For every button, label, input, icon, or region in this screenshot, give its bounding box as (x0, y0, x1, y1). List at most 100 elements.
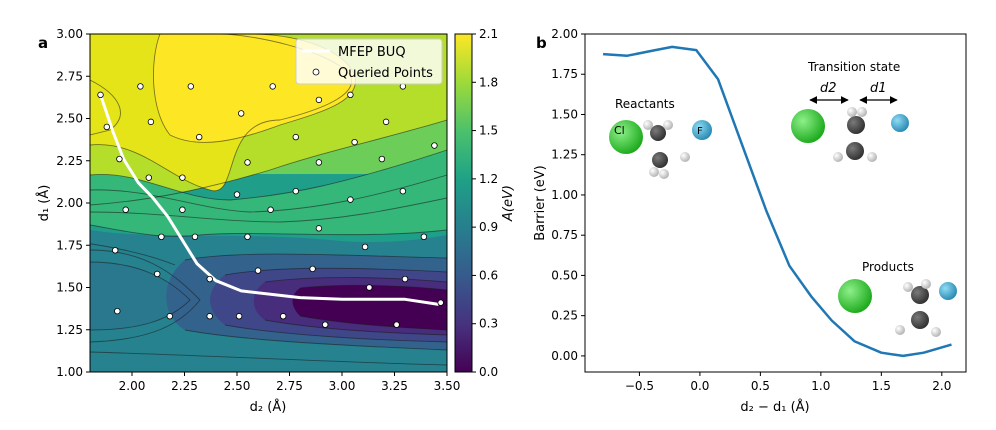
queried-point (166, 313, 173, 320)
queried-point (399, 187, 407, 195)
colorbar-tick-label: 1.5 (479, 124, 498, 138)
queried-point (195, 133, 203, 141)
colorbar-tick-label: 1.8 (479, 75, 498, 89)
x-tick-label-a: 3.50 (434, 379, 461, 393)
legend-a: MFEP BUQ Queried Points (295, 38, 443, 85)
reactants-molecule: Cl F (609, 120, 712, 179)
products-label: Products (862, 260, 914, 274)
queried-point (431, 142, 438, 149)
hydrogen-atom (921, 279, 931, 289)
queried-point (235, 313, 243, 320)
queried-point (233, 191, 241, 198)
y-tick-label-a: 2.25 (56, 154, 83, 168)
d2-label: d2 (820, 81, 837, 96)
colorbar-label: A(eV) (501, 185, 516, 222)
queried-point (322, 321, 329, 328)
x-tick-label-a: 2.75 (276, 379, 303, 393)
hydrogen-atom (895, 325, 905, 335)
y-tick-label-b: 0.50 (551, 268, 578, 282)
x-tick-label-b: 0.5 (751, 379, 770, 393)
hydrogen-atom (857, 107, 867, 117)
queried-point (244, 159, 251, 166)
queried-point (97, 91, 104, 99)
carbon-atom (846, 142, 864, 160)
x-tick-label-b: 1.0 (811, 379, 830, 393)
fluorine-atom (939, 282, 957, 300)
x-tick-label-a: 2.25 (171, 379, 198, 393)
queried-point (420, 233, 428, 240)
y-tick-label-a: 1.25 (56, 323, 83, 337)
fluorine-atom (692, 120, 712, 140)
queried-point (292, 187, 299, 195)
queried-point (315, 96, 323, 104)
queried-point (347, 196, 354, 203)
contour-surface (90, 34, 447, 372)
queried-point (191, 233, 199, 240)
queried-point (114, 307, 121, 315)
x-tick-label-b: 1.5 (872, 379, 891, 393)
reactants-label: Reactants (615, 97, 675, 111)
y-tick-label-b: 1.00 (551, 188, 578, 202)
queried-point (351, 138, 358, 146)
queried-point (153, 270, 161, 278)
queried-point (366, 284, 373, 291)
queried-point (269, 83, 276, 90)
queried-point (206, 313, 213, 320)
axes-a-ticks: 2.00 2.25 2.50 2.75 3.00 3.25 3.50 1.00 1.25 1.50… (56, 27, 460, 393)
hydrogen-atom (663, 120, 673, 130)
legend-box (295, 38, 443, 85)
x-axis-label-a: d₂ (Å) (250, 399, 287, 415)
chlorine-symbol: Cl (614, 124, 625, 137)
queried-point (280, 313, 287, 320)
axes-b-ticks: −0.5 0.0 0.5 1.0 1.5 2.0 0.00 0.25 0.50 0.75 1.00 1… (551, 27, 951, 393)
colorbar-ticks: 0.0 0.3 0.6 0.9 1.2 1.5 1.8 2.1 (472, 27, 498, 379)
queried-point (309, 265, 316, 273)
transition-state-molecule (791, 107, 909, 162)
queried-point (244, 233, 251, 240)
y-tick-label-a: 2.50 (56, 112, 83, 126)
hydrogen-atom (649, 167, 659, 177)
colorbar-tick-label: 1.2 (479, 172, 498, 186)
d1-label: d1 (870, 81, 887, 96)
transition-state-label: Transition state (807, 60, 900, 74)
x-axis-label-b: d₂ − d₁ (Å) (740, 399, 809, 415)
carbon-atom (652, 152, 668, 168)
legend-queried-label: Queried Points (338, 66, 433, 81)
x-tick-label-a: 3.00 (329, 379, 356, 393)
y-axis-label-b: Barrier (eV) (533, 165, 548, 240)
queried-point (315, 225, 323, 232)
queried-point (158, 233, 165, 240)
queried-point (254, 267, 262, 274)
queried-point (147, 118, 155, 126)
y-tick-label-b: 2.00 (551, 27, 578, 41)
queried-point (179, 174, 186, 181)
y-tick-label-b: 1.75 (551, 67, 578, 81)
y-axis-label-a: d₁ (Å) (36, 185, 52, 222)
queried-point (145, 174, 152, 181)
panel-a: a (36, 27, 516, 415)
x-tick-label-a: 3.25 (381, 379, 408, 393)
y-tick-label-a: 1.00 (56, 365, 83, 379)
queried-point (116, 155, 123, 163)
chlorine-atom (609, 120, 643, 154)
colorbar-tick-label: 2.1 (479, 27, 498, 41)
queried-point (347, 91, 354, 99)
y-tick-label-b: 1.25 (551, 148, 578, 162)
queried-point (237, 110, 245, 117)
queried-point (179, 206, 186, 213)
queried-point (361, 243, 369, 251)
y-tick-label-b: 1.50 (551, 107, 578, 121)
colorbar: 0.0 0.3 0.6 0.9 1.2 1.5 1.8 2.1 A(eV) (454, 27, 516, 379)
hydrogen-atom (867, 152, 877, 162)
colorbar-tick-label: 0.0 (479, 365, 498, 379)
queried-point (137, 83, 144, 90)
legend-queried-swatch (312, 68, 320, 76)
y-tick-label-a: 2.75 (56, 69, 83, 83)
chlorine-atom (838, 279, 872, 313)
carbon-atom (650, 125, 666, 141)
queried-point (267, 206, 274, 213)
y-tick-label-a: 3.00 (56, 27, 83, 41)
hydrogen-atom (833, 152, 843, 162)
colorbar-tick-label: 0.3 (479, 317, 498, 331)
queried-point (393, 321, 400, 328)
